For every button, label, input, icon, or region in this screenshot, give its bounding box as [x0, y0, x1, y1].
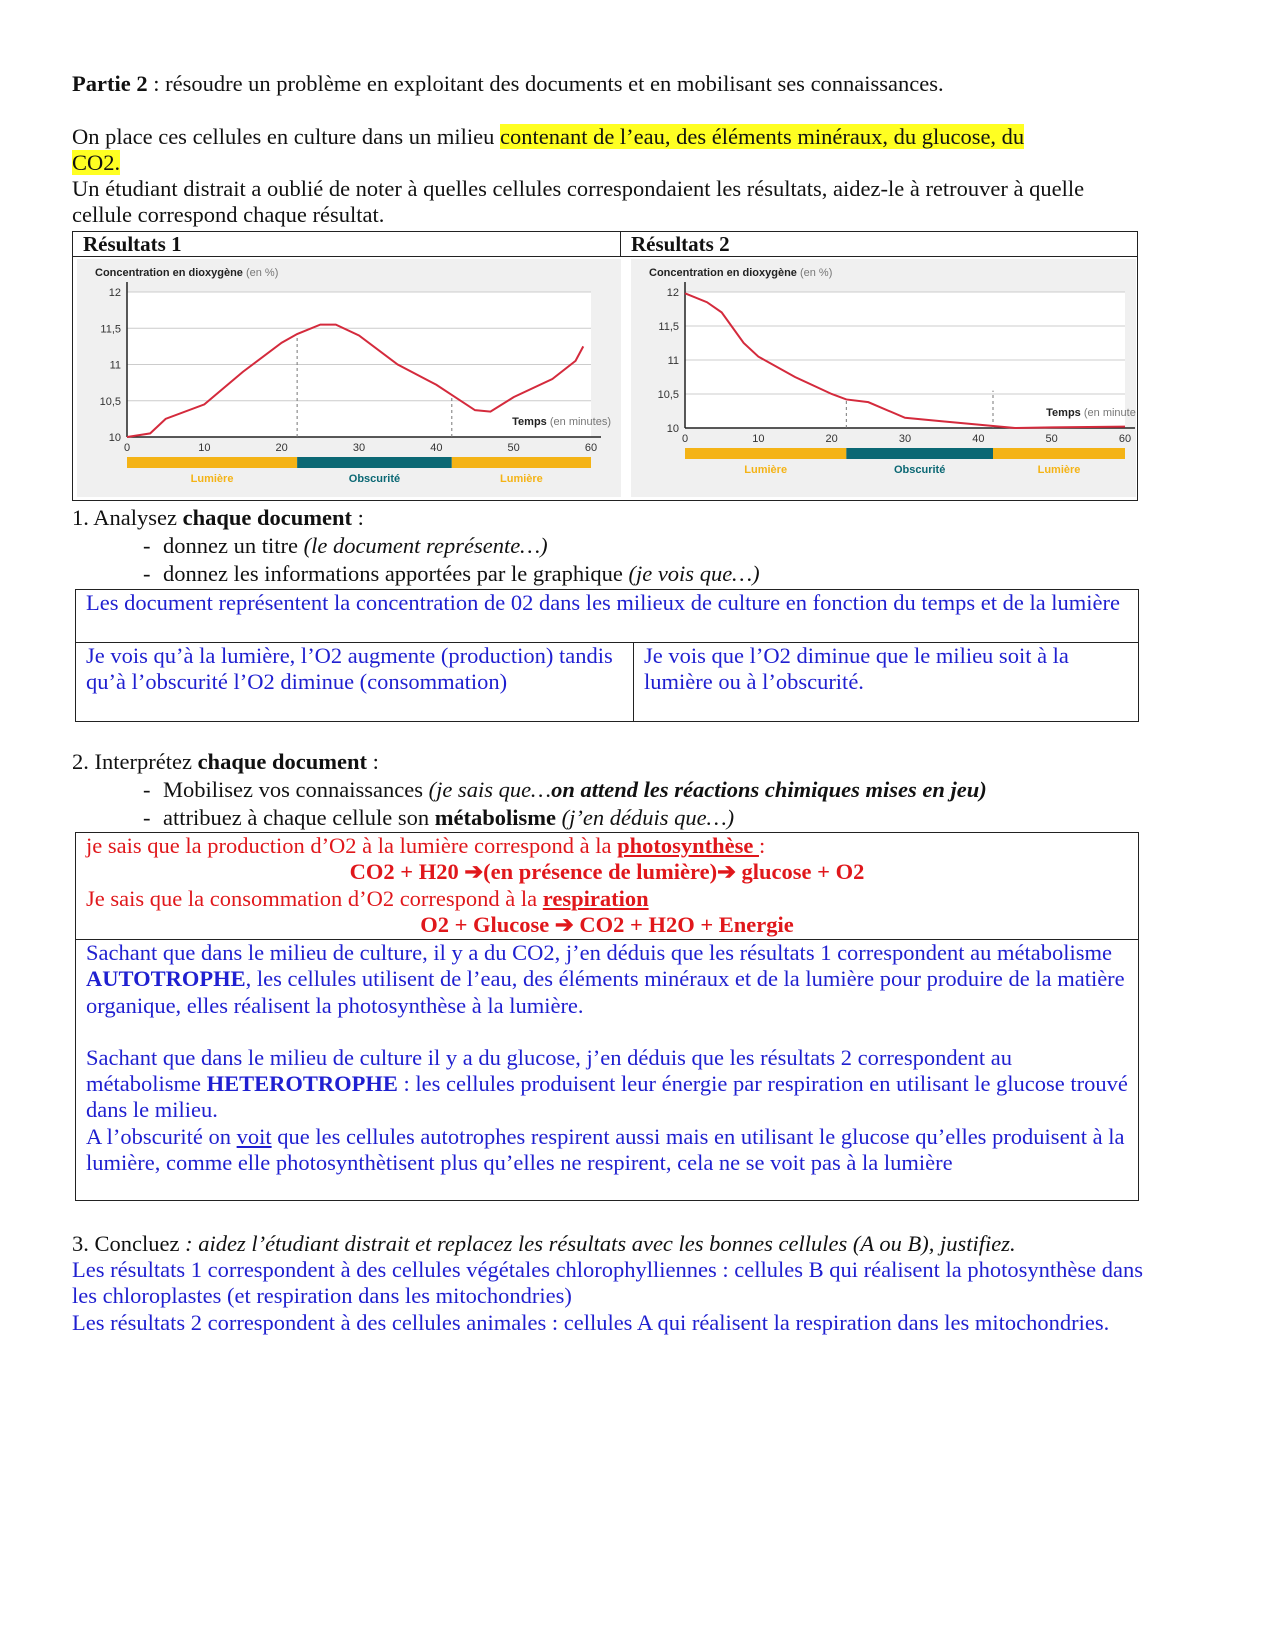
oxygen-curve — [684, 292, 1126, 430]
deduction-autotroph: Sachant que dans le milieu de culture, i… — [86, 940, 1125, 1018]
y-tick-label: 12 — [109, 287, 121, 299]
q1-answer-results-1: Je vois qu’à la lumière, l’O2 augmente (… — [75, 642, 634, 722]
x-tick-label: 20 — [276, 442, 288, 454]
x-tick-label: 10 — [198, 442, 210, 454]
period-label: Lumière — [191, 473, 234, 485]
q2-bullet-2: - attribuez à chaque cellule son métaboli… — [143, 805, 735, 830]
x-tick-label: 0 — [124, 442, 130, 454]
period-bar-light — [451, 457, 591, 468]
question-1: 1. Analysez chaque document : — [72, 505, 364, 530]
x-tick-label: 40 — [430, 442, 442, 454]
part-heading: Partie 2 : résoudre un problème en explo… — [72, 71, 944, 96]
question-2: 2. Interprétez chaque document : — [72, 749, 379, 774]
x-tick-label: 50 — [1046, 433, 1058, 445]
photosynthesis-equation: CO2 + H20 ➔(en présence de lumière)➔ glu… — [349, 859, 865, 885]
x-tick-label: 30 — [899, 433, 911, 445]
y-tick-label: 12 — [667, 287, 679, 299]
x-axis-title: Temps (en minutes) — [1046, 407, 1136, 419]
period-bar-dark — [297, 457, 452, 468]
question-3: 3. Concluez : aidez l’étudiant distrait … — [72, 1231, 1016, 1256]
q3-answer-2: Les résultats 2 correspondent à des cell… — [72, 1310, 1110, 1335]
y-tick-label: 11,5 — [100, 323, 121, 335]
period-label: Lumière — [1038, 464, 1081, 476]
oxygen-curve — [126, 323, 585, 438]
x-axis-title: Temps (en minutes) — [512, 416, 611, 428]
q1-answer-title: Les document représentent la concentrati… — [75, 589, 1139, 643]
y-tick-label: 11 — [110, 360, 121, 372]
q3-answer-1: Les résultats 1 correspondent à des cell… — [72, 1257, 1143, 1309]
y-tick-label: 10 — [667, 423, 679, 435]
period-bar-light — [127, 457, 298, 468]
intro-paragraph: On place ces cellules en culture dans un… — [72, 124, 1025, 176]
deduction-heterotroph: Sachant que dans le milieu de culture il… — [86, 1044, 1128, 1123]
x-tick-label: 50 — [508, 442, 520, 454]
y-tick-label: 10,5 — [100, 396, 121, 408]
x-tick-label: 0 — [682, 433, 688, 445]
results-2-header: Résultats 2 — [621, 232, 1137, 257]
q1-answer-results-2: Je vois que l’O2 diminue que le milieu s… — [633, 642, 1139, 722]
y-axis-title: Concentration en dioxygène (en %) — [95, 267, 278, 279]
period-label: Lumière — [744, 464, 787, 476]
respiration-equation: O2 + Glucose ➔ CO2 + H2O + Energie — [420, 911, 794, 937]
y-axis-title: Concentration en dioxygène (en %) — [649, 267, 832, 279]
period-label: Obscurité — [349, 473, 400, 485]
q1-bullet-2: - donnez les informations apportées par l… — [143, 561, 760, 586]
x-tick-label: 20 — [826, 433, 838, 445]
x-tick-label: 60 — [1119, 433, 1131, 445]
q2-deduction-cell: Sachant que dans le milieu de culture, i… — [75, 939, 1139, 1201]
q2-answer-table: je sais que la production d’O2 à la lumi… — [75, 832, 1139, 1201]
period-label: Obscurité — [894, 464, 945, 476]
x-tick-label: 40 — [972, 433, 984, 445]
deduction-darkness: A l’obscurité on voit que les cellules a… — [86, 1123, 1125, 1176]
x-tick-label: 60 — [585, 442, 597, 454]
q1-answer-table: Les document représentent la concentrati… — [75, 589, 1139, 722]
period-bar-light — [993, 448, 1125, 459]
photosynthesis-statement: je sais que la production d’O2 à la lumi… — [86, 833, 766, 858]
y-tick-label: 11,5 — [658, 321, 679, 333]
results-charts-table: Résultats 1 Résultats 2 10 10,5 11 11,5 12 0 1… — [72, 231, 1138, 501]
instruction-paragraph: Un étudiant distrait a oublié de noter à… — [72, 176, 1085, 228]
q2-knowledge-cell: je sais que la production d’O2 à la lumi… — [75, 832, 1139, 940]
y-tick-label: 10 — [109, 432, 121, 444]
period-bar-dark — [846, 448, 993, 459]
period-label: Lumière — [500, 473, 543, 485]
y-tick-label: 10,5 — [658, 389, 679, 401]
x-tick-label: 30 — [353, 442, 365, 454]
respiration-statement: Je sais que la consommation d’O2 corresp… — [86, 885, 649, 911]
period-bar-light — [685, 448, 847, 459]
q2-bullet-1: - Mobilisez vos connaissances (je sais qu… — [143, 777, 987, 802]
results-1-header: Résultats 1 — [73, 232, 621, 257]
q1-bullet-1: - donnez un titre (le document représente… — [143, 533, 548, 558]
x-tick-label: 10 — [752, 433, 764, 445]
y-tick-label: 11 — [668, 355, 679, 367]
